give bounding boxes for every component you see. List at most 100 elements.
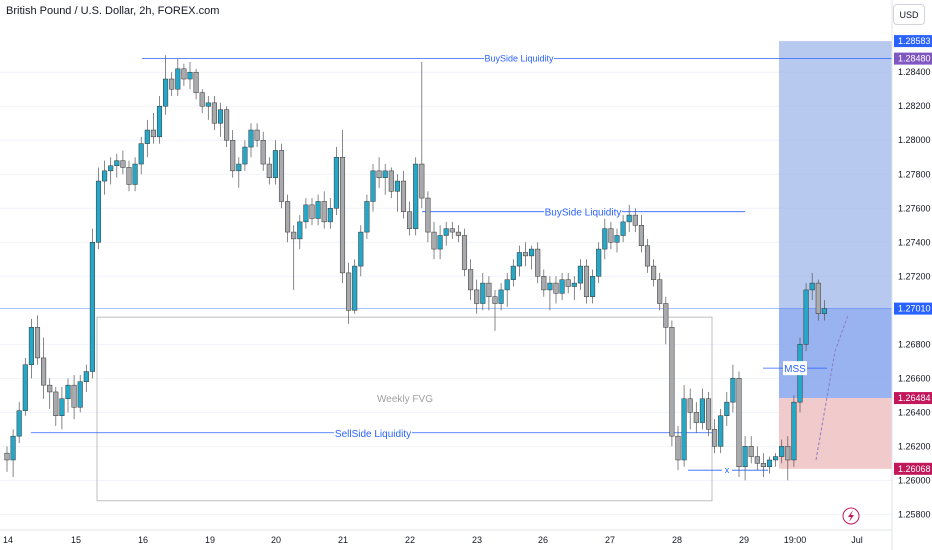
candle[interactable]: [516, 245, 522, 277]
candle[interactable]: [388, 167, 394, 199]
candle[interactable]: [230, 130, 236, 178]
candle[interactable]: [425, 191, 431, 243]
time-axis[interactable]: 14 15 16 19 20 21 22 23 26 27 28 29 19:00 Jul: [0, 507, 892, 545]
candle[interactable]: [474, 279, 480, 314]
candle[interactable]: [492, 289, 498, 331]
candle[interactable]: [486, 276, 492, 311]
currency-button[interactable]: USD: [893, 4, 925, 25]
candle[interactable]: [602, 215, 608, 260]
candle[interactable]: [419, 62, 425, 209]
candle[interactable]: [773, 453, 779, 467]
candle[interactable]: [339, 130, 346, 284]
candle[interactable]: [376, 157, 382, 188]
candle[interactable]: [644, 238, 651, 273]
candle[interactable]: [211, 96, 217, 131]
candle[interactable]: [242, 140, 248, 171]
candle[interactable]: [266, 157, 272, 185]
candle[interactable]: [278, 143, 285, 209]
candle[interactable]: [596, 242, 602, 284]
candle[interactable]: [449, 221, 455, 239]
candle[interactable]: [657, 272, 663, 311]
candle[interactable]: [565, 272, 571, 294]
candle[interactable]: [272, 140, 278, 185]
candle[interactable]: [498, 283, 504, 311]
candle[interactable]: [705, 391, 712, 437]
candle[interactable]: [364, 194, 370, 239]
candle[interactable]: [468, 259, 474, 301]
candle[interactable]: [187, 62, 193, 90]
candle[interactable]: [681, 385, 687, 467]
candle[interactable]: [114, 153, 120, 178]
candle[interactable]: [205, 96, 211, 120]
candle[interactable]: [821, 300, 827, 321]
candle[interactable]: [651, 259, 657, 287]
candle[interactable]: [47, 378, 53, 409]
candle[interactable]: [522, 242, 529, 267]
candle[interactable]: [583, 259, 590, 304]
candle[interactable]: [53, 386, 59, 426]
candle[interactable]: [199, 89, 205, 114]
candle[interactable]: [693, 402, 699, 433]
candle[interactable]: [83, 364, 89, 392]
candle[interactable]: [16, 402, 22, 443]
candle[interactable]: [394, 174, 400, 212]
candle[interactable]: [455, 225, 461, 243]
candle[interactable]: [443, 221, 449, 246]
candle[interactable]: [315, 194, 321, 226]
candle[interactable]: [352, 259, 358, 314]
candle[interactable]: [620, 215, 626, 243]
candle[interactable]: [803, 283, 809, 352]
candle[interactable]: [766, 456, 773, 474]
candle[interactable]: [346, 262, 352, 324]
candle[interactable]: [608, 221, 614, 250]
candle[interactable]: [297, 215, 303, 250]
candle[interactable]: [95, 167, 102, 250]
candle[interactable]: [785, 436, 791, 481]
candle[interactable]: [431, 221, 437, 260]
candle[interactable]: [510, 259, 516, 287]
candle[interactable]: [193, 68, 199, 100]
candle[interactable]: [248, 123, 254, 158]
candle[interactable]: [742, 436, 748, 481]
candle[interactable]: [577, 259, 583, 290]
candle[interactable]: [480, 272, 486, 311]
candle[interactable]: [632, 208, 638, 233]
candle[interactable]: [779, 439, 785, 464]
candle[interactable]: [626, 204, 632, 233]
candle[interactable]: [413, 157, 419, 236]
candle[interactable]: [675, 425, 681, 471]
candle[interactable]: [718, 408, 724, 454]
candle[interactable]: [809, 272, 815, 301]
candle[interactable]: [358, 225, 364, 277]
candle[interactable]: [407, 201, 413, 236]
candle[interactable]: [34, 315, 41, 365]
candle[interactable]: [559, 272, 565, 301]
candle[interactable]: [41, 337, 47, 399]
candle[interactable]: [77, 374, 83, 413]
candle[interactable]: [321, 191, 327, 229]
candle[interactable]: [437, 225, 443, 260]
candle[interactable]: [461, 228, 468, 277]
candle[interactable]: [126, 160, 132, 192]
candle[interactable]: [504, 272, 510, 307]
candle[interactable]: [382, 164, 388, 195]
candle[interactable]: [65, 378, 71, 413]
candle[interactable]: [144, 119, 150, 158]
candle[interactable]: [156, 96, 163, 144]
candle[interactable]: [169, 72, 175, 97]
candle[interactable]: [4, 446, 10, 472]
candle[interactable]: [754, 446, 760, 471]
candle[interactable]: [370, 164, 376, 212]
candle[interactable]: [236, 157, 242, 188]
candle[interactable]: [59, 386, 65, 430]
candle[interactable]: [120, 150, 126, 175]
candle[interactable]: [815, 279, 821, 321]
candle[interactable]: [748, 436, 754, 464]
candle[interactable]: [669, 320, 675, 447]
candle[interactable]: [730, 364, 736, 413]
candle[interactable]: [687, 388, 693, 430]
candle[interactable]: [28, 318, 34, 379]
candle[interactable]: [10, 429, 16, 477]
candle[interactable]: [590, 269, 596, 304]
